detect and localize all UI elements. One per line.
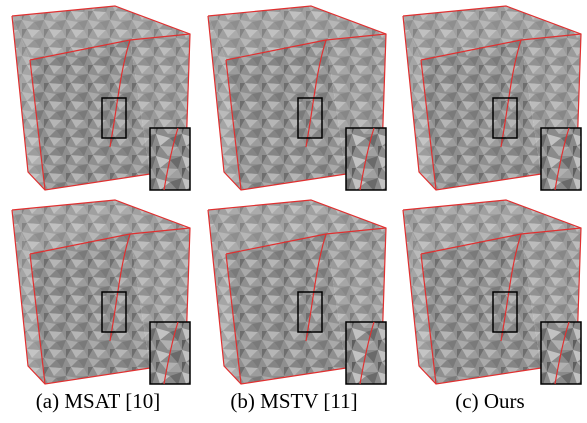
mesh-ours-top bbox=[403, 6, 581, 190]
mesh-mstv-bottom bbox=[208, 200, 386, 384]
caption: (a) MSAT [10] bbox=[36, 389, 160, 413]
caption: (c) Ours bbox=[455, 389, 524, 413]
mesh-mstv-top bbox=[208, 6, 386, 190]
mesh-msat-bottom bbox=[12, 200, 190, 384]
caption: (b) MSTV [11] bbox=[230, 389, 357, 413]
page: (a) MSAT [10] (b) MSTV [11] (c) Ours (()… bbox=[0, 0, 587, 423]
figure: (a) MSAT [10] (b) MSTV [11] (c) Ours bbox=[0, 0, 587, 423]
mesh-ours-bottom bbox=[403, 200, 581, 384]
mesh-msat-top bbox=[12, 6, 190, 190]
